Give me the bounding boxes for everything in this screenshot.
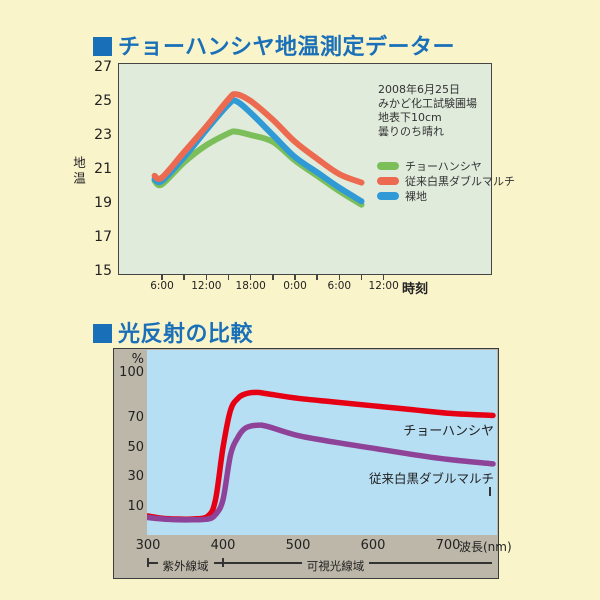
c2-ytick-label: 100: [119, 365, 144, 380]
reflection-x-axis-title: 波長(nm): [459, 540, 512, 554]
section1-title: チョーハンシヤ地温測定データー: [93, 29, 455, 61]
legend-swatch: [377, 176, 399, 185]
c1-xtick: [338, 275, 341, 280]
c2-ytick-label: 10: [127, 499, 144, 515]
legend-label: 裸地: [405, 189, 427, 203]
temperature-chart-plot-area: [118, 63, 492, 275]
temperature-legend: チョーハンシヤ 従来白黒ダブルマルチ 裸地: [377, 158, 515, 203]
note-line: 曇りのち晴れ: [378, 125, 444, 138]
c1-xtick-label: 6:00: [327, 280, 352, 292]
c2-xtick-label: 500: [285, 538, 311, 553]
note-line: 地表下10cm: [378, 111, 442, 124]
c1-ytick-label: 27: [94, 59, 112, 75]
section2-title-text: 光反射の比較: [118, 322, 254, 347]
c1-ytick-label: 21: [94, 161, 112, 177]
measurement-note: 2008年6月25日 みかど化工試験圃場 地表下10cm 曇りのち晴れ: [378, 83, 477, 139]
c1-ytick-label: 15: [94, 263, 112, 279]
c1-xtick: [183, 275, 185, 280]
c2-ytick-label: 70: [127, 409, 144, 425]
c2-xtick-label: 300: [135, 538, 161, 553]
legend-item: チョーハンシヤ: [377, 158, 515, 173]
c1-xtick-label: 0:00: [283, 280, 307, 292]
legend-swatch: [377, 161, 399, 170]
series-curve: [145, 422, 496, 523]
reflection-chart-curves: [145, 389, 496, 523]
c1-xtick: [249, 275, 252, 280]
c2-xtick-label: 700: [435, 538, 461, 553]
c1-ytick-label: 17: [94, 229, 112, 245]
c1-ytick-label: 23: [94, 127, 112, 143]
temperature-y-axis-title: 地温: [71, 156, 86, 187]
region-label: 紫外線域: [116, 555, 256, 574]
c1-ytick-label: 19: [94, 195, 112, 211]
c1-xtick: [272, 275, 274, 280]
c1-xtick: [161, 275, 163, 280]
c1-xtick: [382, 275, 385, 280]
c1-ytick-label: 25: [94, 93, 112, 109]
region-boundary-tick: [147, 558, 149, 567]
note-line: 2008年6月25日: [378, 83, 460, 96]
c1-xtick: [316, 275, 318, 280]
region-label: 可視光線域: [266, 555, 406, 574]
legend-label: チョーハンシヤ: [405, 159, 482, 173]
title-square-bullet-icon: [93, 36, 112, 56]
region-label-text: 可視光線域: [301, 559, 370, 573]
section1-title-text: チョーハンシヤ地温測定データー: [118, 35, 456, 60]
curve-label-chohansha: チョーハンシヤ: [403, 424, 494, 439]
c1-xtick: [360, 275, 363, 280]
curve-label-conventional-mulch: 従来白黒ダブルマルチ: [368, 471, 494, 486]
c1-xtick: [294, 275, 296, 280]
c1-xtick-label: 12:00: [191, 280, 222, 292]
c2-xtick-label: 400: [210, 538, 236, 553]
label-leader-tick: [489, 487, 491, 496]
legend-item: 従来白黒ダブルマルチ: [377, 173, 515, 188]
title-square-bullet-icon: [93, 323, 112, 343]
c1-xtick-label: 12:00: [368, 280, 399, 292]
c1-xtick: [205, 275, 208, 280]
temperature-x-axis-title: 時刻: [402, 282, 429, 297]
section2-title: 光反射の比較: [93, 316, 253, 348]
c1-xtick: [227, 275, 230, 280]
temperature-chart-curves: [151, 90, 364, 208]
region-label-text: 紫外線域: [157, 559, 214, 573]
c1-xtick-label: 18:00: [235, 280, 266, 292]
c1-xtick-label: 6:00: [150, 280, 174, 292]
reflection-y-axis-unit: %: [131, 352, 144, 367]
c2-ytick-label: 50: [127, 439, 144, 455]
legend-item: 裸地: [377, 188, 515, 203]
legend-swatch: [377, 191, 399, 200]
c2-ytick-label: 30: [127, 469, 144, 485]
c2-xtick-label: 600: [360, 538, 386, 553]
series-curve: [151, 96, 364, 204]
note-line: みかど化工試験圃場: [378, 97, 477, 110]
region-boundary-tick: [222, 558, 224, 567]
series-curve: [151, 90, 364, 186]
reflection-chart-plot-area: [145, 350, 497, 535]
legend-label: 従来白黒ダブルマルチ: [405, 174, 515, 188]
